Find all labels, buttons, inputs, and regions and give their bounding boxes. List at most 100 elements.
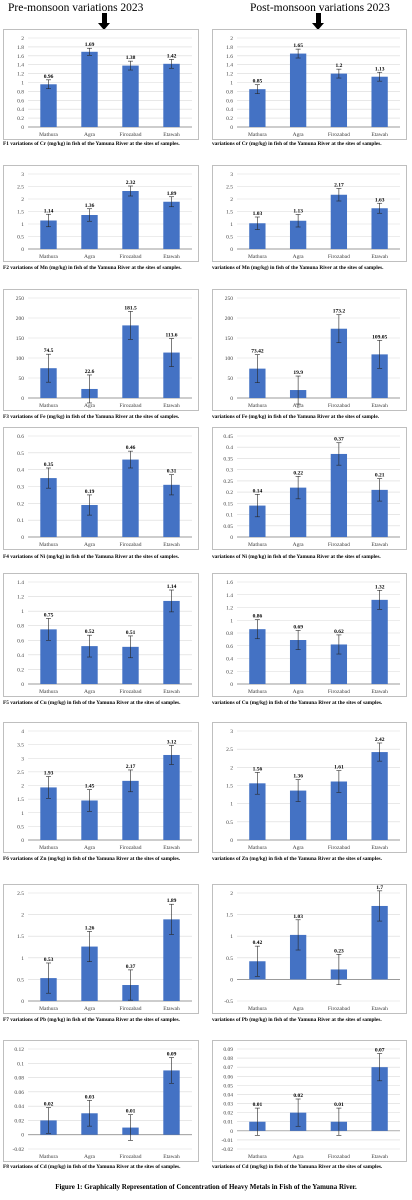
error-bar	[46, 962, 51, 994]
bar	[330, 644, 348, 684]
y-tick-label: 0.6	[226, 644, 233, 650]
bar-chart: 0 50 100 150 200 250 74.5 Mathura 22.6 Agra 181.5 F…	[16, 296, 192, 409]
data-label: 0.02	[293, 1093, 303, 1099]
bar	[122, 325, 139, 398]
chart-panel-pre-6: 0 0.5 1 1.5 2 2.5 3 3.5 4 1.93 Mathura 1.45 Agra 2.17…	[3, 722, 199, 853]
y-tick-label: -0.02	[13, 1147, 25, 1153]
bar-chart: -0.5 0 0.5 1 1.5 2 0.42 Mathura 1.03 Agra 0.23 Firo…	[224, 885, 400, 1012]
y-tick-label: 0.6	[17, 98, 24, 104]
bar	[330, 781, 348, 840]
error-bar	[169, 1057, 174, 1084]
data-label: 22.6	[85, 369, 95, 375]
error-bar	[295, 214, 301, 228]
x-tick-label: Agra	[84, 542, 96, 548]
y-tick-label: 0	[21, 838, 24, 844]
x-tick-label: Mathura	[39, 845, 58, 851]
error-bar	[254, 84, 260, 94]
bar	[163, 352, 180, 398]
data-label: 1.7	[376, 885, 383, 891]
y-tick-label: 0.8	[226, 89, 233, 95]
y-tick-label: 0.5	[226, 820, 233, 826]
chart-panel-post-2: 0 0.5 1 1.5 2 2.5 3 1.03 Mathura 1.13 Agra 2.17 Firo…	[212, 165, 407, 262]
y-tick-label: 0	[230, 247, 233, 253]
error-bar	[128, 60, 133, 71]
data-label: 0.22	[293, 470, 303, 476]
y-tick-label: 0.2	[17, 501, 24, 507]
data-label: 2.42	[375, 737, 385, 743]
y-tick-label: 0.4	[226, 445, 233, 451]
y-tick-label: 1.4	[226, 593, 233, 599]
data-label: 0.09	[167, 1052, 177, 1058]
chart-caption: variations of Ni (mg/kg) in fish of the …	[212, 554, 381, 560]
error-bar	[295, 779, 301, 802]
error-bar	[46, 467, 51, 489]
error-bar	[169, 59, 174, 69]
x-tick-label: Agra	[293, 403, 305, 409]
y-tick-label: 0	[230, 396, 233, 402]
y-tick-label: 2.5	[226, 747, 233, 753]
chart-caption: variations of Cu (mg/kg) in fish of the …	[212, 700, 383, 706]
y-tick-label: 0	[230, 838, 233, 844]
y-tick-label: 2.5	[17, 770, 24, 776]
y-tick-label: 0.4	[17, 653, 24, 659]
bar	[122, 191, 139, 249]
x-tick-label: Firozabad	[328, 132, 350, 138]
y-tick-label: 1.2	[226, 606, 233, 612]
error-bar	[46, 618, 51, 641]
x-tick-label: Etawah	[371, 1154, 388, 1160]
bar	[371, 752, 388, 840]
y-tick-label: 1.8	[226, 45, 233, 51]
error-bar	[377, 202, 383, 214]
bar	[289, 934, 307, 980]
bar	[40, 84, 57, 127]
x-tick-label: Agra	[293, 845, 305, 851]
error-bar	[87, 494, 92, 516]
x-tick-label: Agra	[293, 1006, 305, 1012]
y-tick-label: 1.6	[17, 54, 24, 60]
chart-panel-post-8: -0.02 -0.01 0 0.01 0.02 0.03 0.04 0.05 0.06 0.07 0…	[212, 1040, 407, 1162]
chart-caption: variations of Cr (mg/kg) in fish of the …	[212, 141, 382, 147]
error-bar	[128, 450, 133, 469]
x-tick-label: Mathura	[39, 132, 58, 138]
x-tick-label: Firozabad	[120, 1006, 142, 1012]
error-bar	[46, 1107, 51, 1134]
chart-panel-pre-5: 0 0.2 0.4 0.6 0.8 1 1.2 1.4 0.75 Mathura 0.52 Agra 0…	[3, 573, 199, 697]
error-bar	[128, 1114, 133, 1141]
chart-caption: F4 variations of Ni (mg/kg) in fish of t…	[3, 554, 179, 560]
error-bar	[254, 945, 260, 977]
x-tick-label: Agra	[293, 254, 305, 260]
y-tick-label: 1	[230, 802, 233, 808]
bar-chart: 0 0.5 1 1.5 2 2.5 3 1.56 Mathura 1.36 Agra 1.61 Firo…	[226, 729, 400, 851]
y-tick-label: 0.2	[226, 116, 233, 122]
y-tick-label: 1.5	[17, 797, 24, 803]
data-label: 1.36	[85, 203, 95, 209]
y-tick-label: 0.02	[14, 1118, 24, 1124]
data-label: 73.42	[251, 349, 264, 355]
y-tick-label: 0.3	[226, 468, 233, 474]
y-tick-label: 0.5	[17, 451, 24, 457]
y-tick-label: 0	[230, 125, 233, 131]
chart-panel-pre-1: 0 0.2 0.4 0.6 0.8 1 1.2 1.4 1.6 1.8 2 0.96 Mathura 1.…	[3, 29, 199, 140]
error-bar	[295, 48, 301, 59]
bar	[81, 946, 98, 1001]
y-tick-label: 0.12	[14, 1047, 24, 1053]
y-tick-label: 100	[16, 356, 25, 362]
y-tick-label: 1	[21, 81, 24, 87]
x-tick-label: Mathura	[39, 254, 58, 260]
bar	[371, 1067, 388, 1131]
y-tick-label: 0.05	[223, 524, 233, 530]
data-label: 1.14	[167, 584, 177, 590]
y-tick-label: 1	[230, 618, 233, 624]
x-tick-label: Firozabad	[328, 689, 350, 695]
error-bar	[169, 745, 174, 765]
y-tick-label: 1.4	[17, 580, 24, 586]
y-tick-label: 0.35	[223, 456, 233, 462]
y-tick-label: 0.5	[226, 235, 233, 241]
error-bar	[377, 1053, 383, 1082]
data-label: 2.32	[126, 180, 136, 186]
error-bar	[46, 79, 51, 90]
bar	[249, 629, 266, 684]
y-tick-label: 0.07	[223, 1065, 233, 1071]
data-label: 109.05	[372, 334, 387, 340]
data-label: 0.21	[375, 473, 385, 479]
